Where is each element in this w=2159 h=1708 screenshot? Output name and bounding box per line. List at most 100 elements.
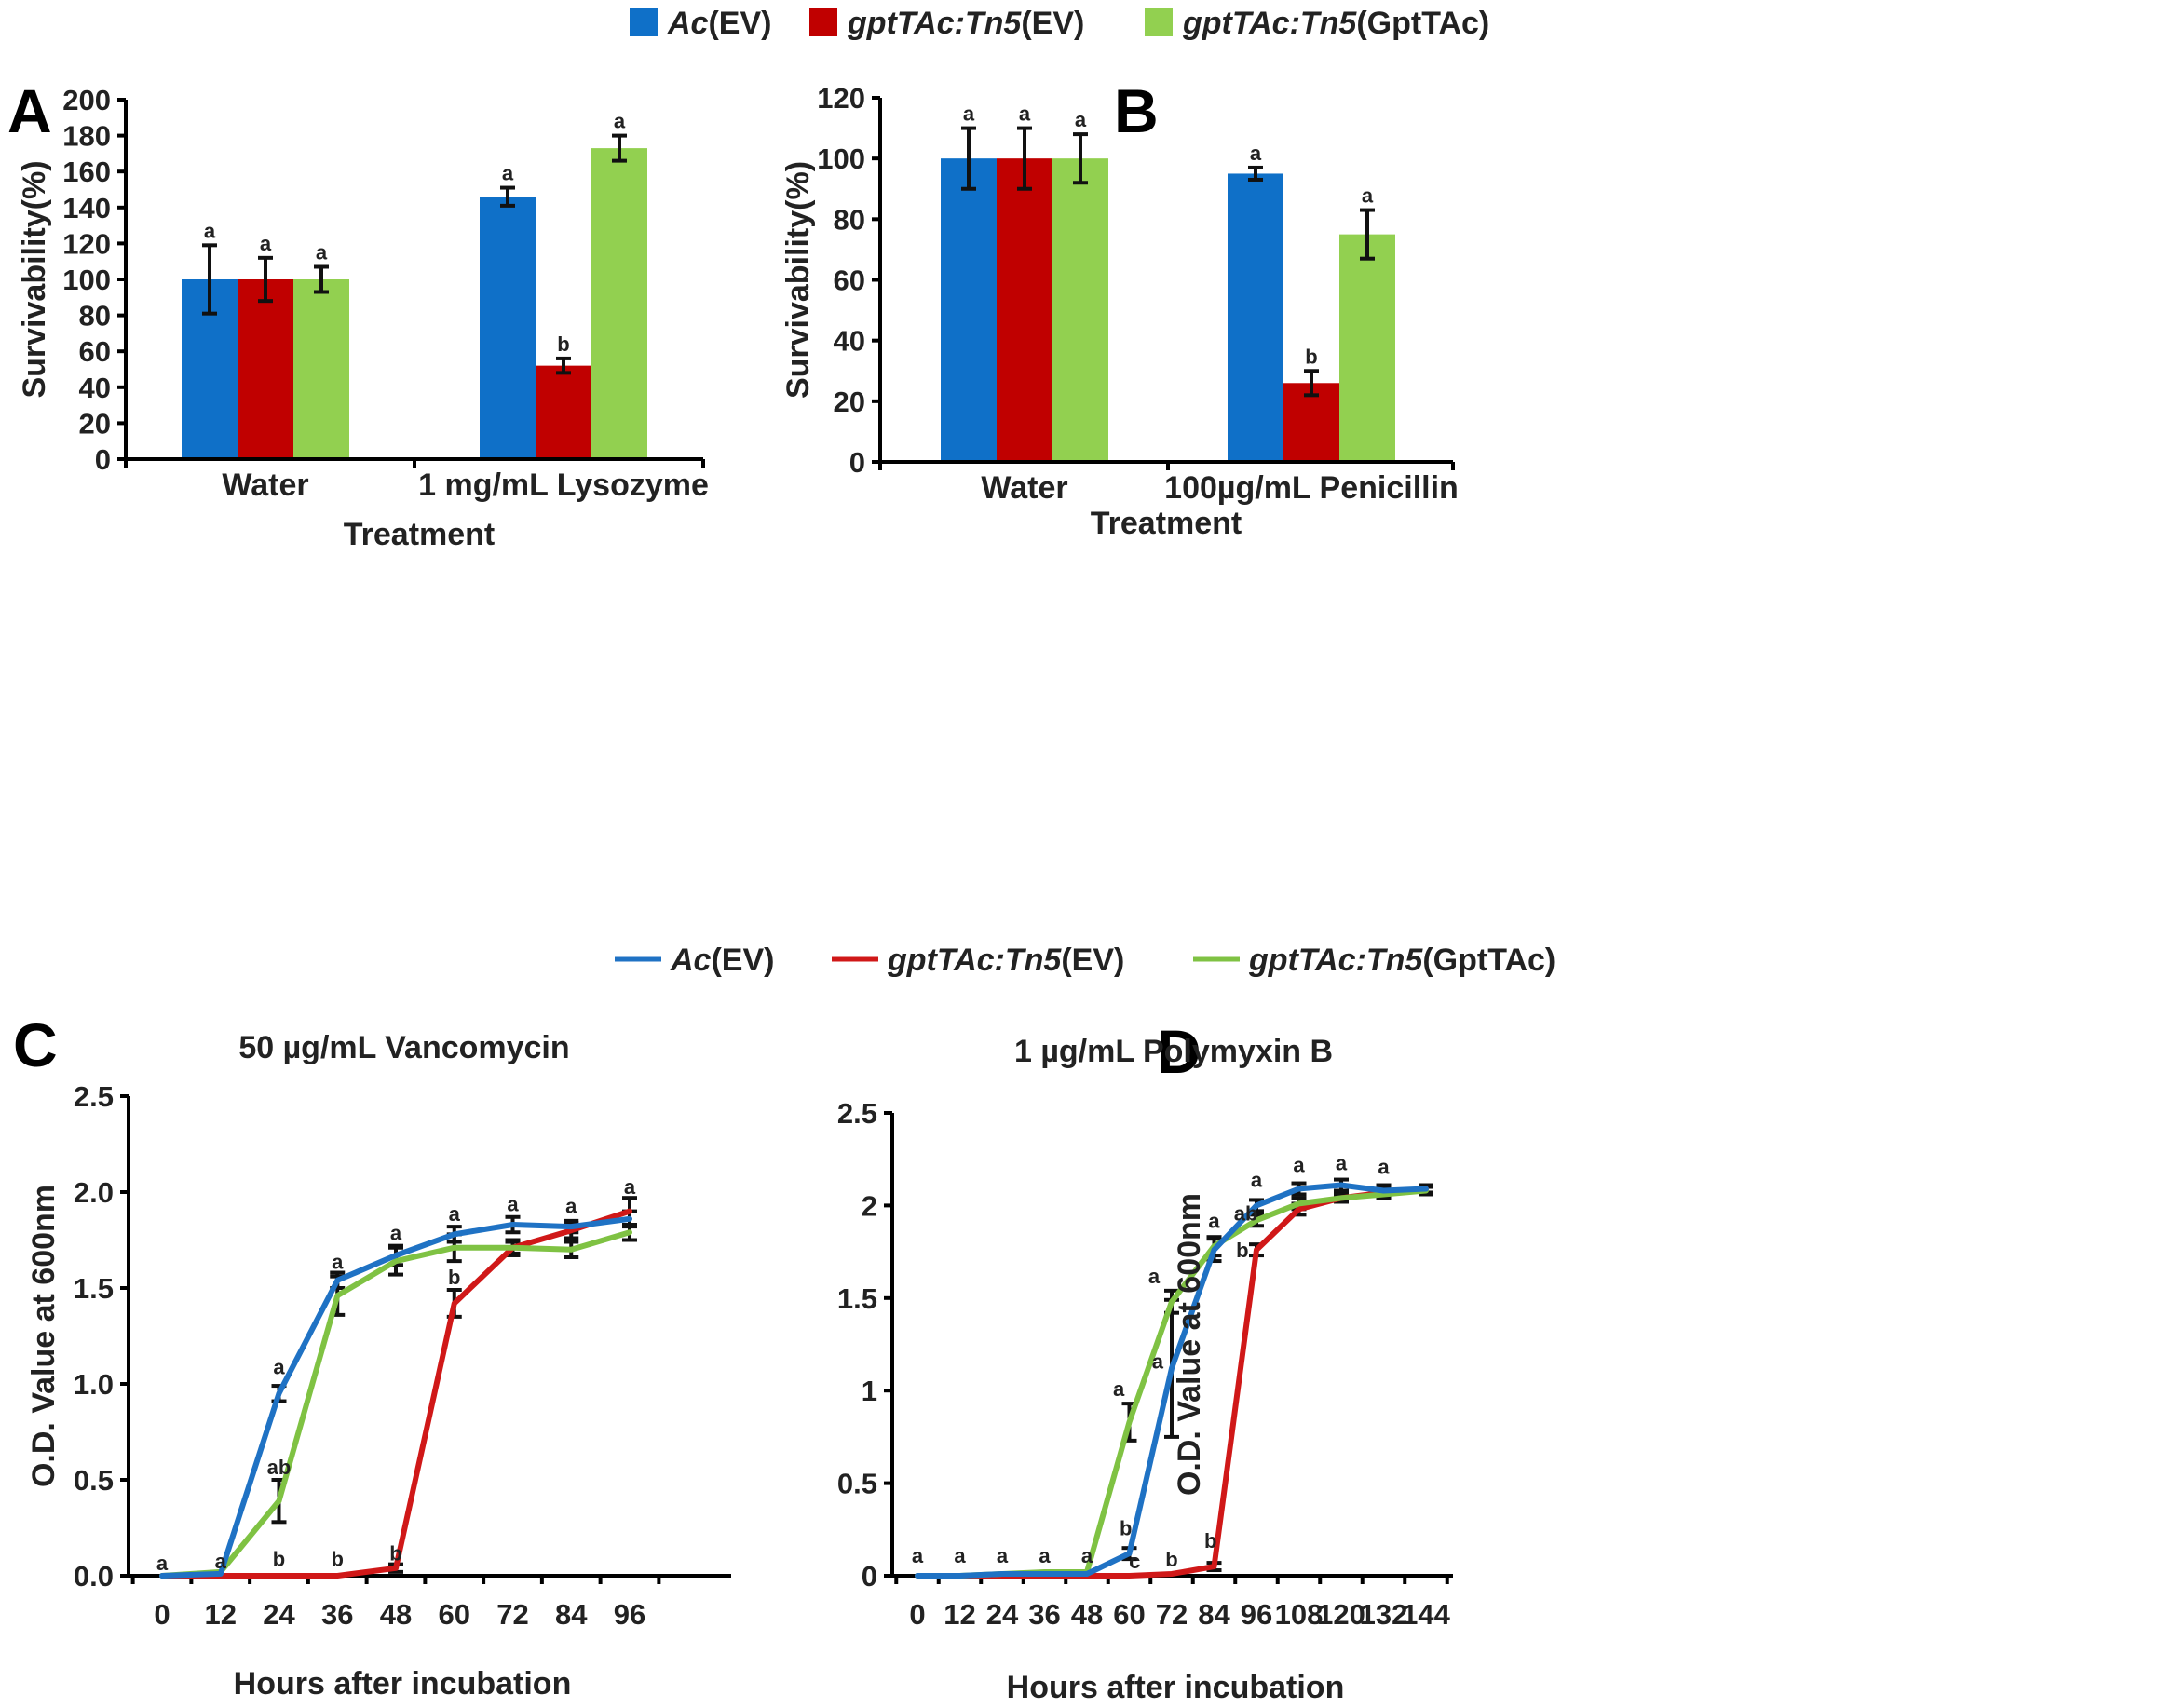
panel-b-category-label-0: Water — [981, 470, 1067, 506]
panel-c-y-tick-label-2: 1.0 — [74, 1368, 114, 1401]
panel-d-sig-label-3: a — [1039, 1544, 1051, 1567]
panel-b-bar-0-1 — [997, 158, 1052, 462]
panel-c-x-tick-label-3: 36 — [321, 1598, 353, 1631]
panel-c-y-tick-label-5: 2.5 — [74, 1080, 114, 1113]
panel-d-sig-label-16: a — [1293, 1154, 1305, 1177]
legend-label-mutant-lines: gptTAc:Tn5(EV) — [887, 942, 1124, 978]
panel-d-x-tick-label-3: 36 — [1028, 1598, 1060, 1631]
panel-c-x-tick-label-0: 0 — [154, 1598, 170, 1631]
panel-d-y-tick-label-3: 1.5 — [837, 1282, 877, 1315]
panel-d-title: 1 µg/mL Polymyxin B — [1014, 1034, 1333, 1069]
panel-d-y-tick-label-1: 0.5 — [837, 1468, 877, 1500]
panel-d-sig-label-10: b — [1165, 1548, 1177, 1571]
panel-c-sig-label-6: b — [332, 1548, 344, 1571]
panel-a-sig-label-0-0: a — [204, 219, 216, 242]
panel-b-sig-label-1-0: a — [1250, 142, 1262, 165]
legend-top: Ac(EV) gptTAc:Tn5(EV) gptTAc:Tn5(GptTAc) — [630, 6, 1489, 41]
legend-swatch-mutant — [809, 8, 837, 36]
panel-d-sig-label-15: a — [1251, 1169, 1263, 1192]
panel-b-y-tick-label-3: 60 — [834, 264, 865, 297]
panel-b-bar-0-2 — [1052, 158, 1108, 462]
panel-d-sig-label-14: b — [1236, 1239, 1248, 1262]
panel-letter-b: B — [1114, 76, 1159, 145]
panel-c-series-line-1 — [159, 1208, 632, 1579]
panel-c-sig-label-2: a — [273, 1356, 285, 1379]
panel-a-sig-label-1-2: a — [614, 110, 626, 133]
panel-d-x-tick-label-11: 132 — [1360, 1598, 1408, 1631]
panel-c-title: 50 µg/mL Vancomycin — [238, 1030, 569, 1065]
panel-a-y-tick-label-10: 200 — [62, 84, 111, 116]
panel-d-sig-label-2: a — [997, 1544, 1009, 1567]
panel-a-y-tick-label-9: 180 — [62, 120, 111, 153]
panel-c-y-tick-label-3: 1.5 — [74, 1272, 114, 1305]
panel-d-sig-label-4: a — [1081, 1544, 1093, 1567]
panel-a-sig-label-1-1: b — [557, 332, 569, 356]
panel-d-x-tick-label-8: 96 — [1241, 1598, 1272, 1631]
panel-a-y-axis-title: Survivability(%) — [17, 160, 52, 398]
panel-a-y-tick-label-1: 20 — [79, 407, 111, 440]
legend-label-ac: Ac(EV) — [667, 6, 771, 41]
legend-label-ac-lines: Ac(EV) — [670, 942, 774, 978]
panel-c-x-axis-title: Hours after incubation — [234, 1666, 572, 1701]
panel-c-x-tick-label-4: 48 — [380, 1598, 412, 1631]
panel-d-sig-label-7: a — [1113, 1377, 1125, 1401]
panel-a-category-label-1: 1 mg/mL Lysozyme — [418, 468, 709, 503]
panel-letter-d: D — [1157, 1017, 1202, 1086]
panel-d-y-tick-label-5: 2.5 — [837, 1097, 877, 1130]
panel-c-sig-label-9: a — [449, 1202, 461, 1226]
panel-a-bar-1-0 — [480, 197, 536, 459]
panel-c-vancomycin-line-chart: 50 µg/mL Vancomycin 0.0 0.5 1.0 1.5 2.0 2.5 0 12… — [26, 1030, 731, 1701]
panel-a-sig-label-0-1: a — [260, 232, 272, 255]
panel-d-y-tick-label-0: 0 — [862, 1560, 877, 1593]
panel-c-sig-label-0: a — [156, 1552, 169, 1575]
panel-a-y-tick-label-2: 40 — [79, 372, 111, 404]
panel-d-x-tick-label-7: 84 — [1198, 1598, 1230, 1631]
panel-d-series-line-0 — [915, 1182, 1429, 1579]
panel-d-x-tick-label-12: 144 — [1402, 1598, 1450, 1631]
panel-c-x-tick-label-6: 72 — [496, 1598, 528, 1631]
panel-c-x-tick-label-7: 84 — [555, 1598, 588, 1631]
panel-b-category-label-1: 100µg/mL Penicillin — [1164, 470, 1459, 506]
panel-a-bar-0-1 — [238, 279, 293, 459]
panel-a-y-tick-label-4: 80 — [79, 300, 111, 332]
panel-d-x-tick-label-4: 48 — [1071, 1598, 1103, 1631]
panel-c-sig-label-13: a — [624, 1175, 636, 1199]
panel-b-x-axis-title: Treatment — [1091, 506, 1242, 541]
panel-d-sig-label-18: a — [1378, 1156, 1390, 1179]
panel-c-sig-label-3: ab — [267, 1456, 292, 1479]
panel-d-x-tick-label-2: 24 — [986, 1598, 1019, 1631]
legend-label-complemented-lines: gptTAc:Tn5(GptTAc) — [1248, 942, 1555, 978]
panel-c-series-line-2 — [159, 1229, 632, 1579]
panel-c-sig-label-1: a — [215, 1550, 227, 1573]
panel-d-x-tick-label-1: 12 — [944, 1598, 975, 1631]
panel-a-x-axis-title: Treatment — [344, 517, 496, 552]
panel-a-y-tick-label-3: 60 — [79, 335, 111, 368]
panel-c-series-line-0 — [159, 1215, 632, 1579]
panel-a-bar-1-1 — [536, 365, 591, 459]
panel-c-sig-label-5: a — [332, 1250, 344, 1273]
panel-a-y-tick-label-5: 100 — [62, 264, 111, 296]
panel-d-sig-label-1: a — [954, 1544, 966, 1567]
legend-swatch-complemented — [1145, 8, 1173, 36]
panel-d-sig-label-8: a — [1148, 1265, 1161, 1288]
panel-c-sig-label-4: b — [273, 1548, 285, 1571]
panel-a-y-tick-label-8: 160 — [62, 156, 111, 188]
legend-label-mutant: gptTAc:Tn5(EV) — [847, 6, 1084, 41]
panel-a-y-tick-label-6: 120 — [62, 227, 111, 260]
panel-d-x-axis-title: Hours after incubation — [1007, 1670, 1345, 1705]
panel-letter-a: A — [7, 76, 52, 145]
panel-a-bar-1-2 — [591, 148, 647, 460]
panel-c-sig-label-8: b — [389, 1542, 401, 1566]
panel-b-y-tick-label-2: 40 — [834, 325, 865, 358]
panel-b-sig-label-1-2: a — [1362, 184, 1374, 208]
panel-letter-c: C — [13, 1010, 58, 1079]
panel-d-x-tick-label-5: 60 — [1113, 1598, 1145, 1631]
panel-d-sig-label-13: ab — [1234, 1201, 1258, 1225]
panel-d-x-tick-label-6: 72 — [1156, 1598, 1188, 1631]
panel-d-sig-label-17: a — [1336, 1152, 1348, 1175]
panel-d-sig-label-5: b — [1120, 1516, 1132, 1539]
panel-d-polymyxin-line-chart: 1 µg/mL Polymyxin B 0 0.5 1 1.5 2 2.5 0 12 24 36 48… — [837, 1034, 1453, 1705]
legend-label-complemented: gptTAc:Tn5(GptTAc) — [1182, 6, 1489, 41]
